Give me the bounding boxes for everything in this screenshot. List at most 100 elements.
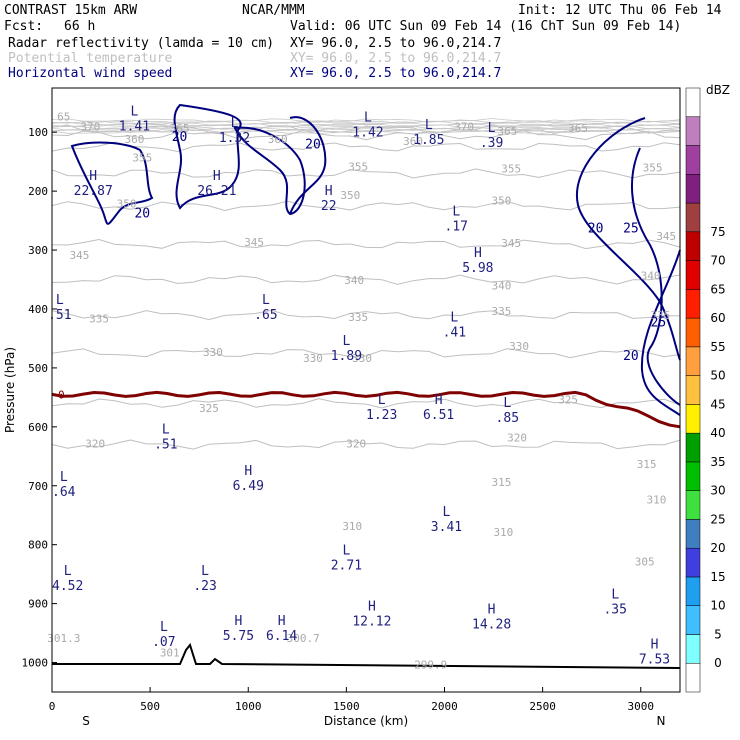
theta-label: 360 [403, 135, 423, 148]
extremum-value: 1.85 [413, 133, 444, 148]
theta-contour-350 [51, 200, 681, 212]
wind-contour [173, 103, 242, 210]
wind-contour [631, 147, 681, 406]
colorbar-level: 75 [710, 225, 725, 239]
extremum-H: H6.51 [423, 393, 454, 423]
extremum-L: L4.52 [52, 564, 83, 594]
y-tick-label: 800 [28, 539, 48, 552]
theta-label: 370 [80, 120, 100, 133]
wind-label: 20 [134, 207, 150, 222]
extremum-H: H6.14 [266, 614, 297, 644]
colorbar-swatch [685, 202, 701, 233]
colorbar-swatch [685, 432, 701, 463]
extremum-value: 22.87 [74, 184, 113, 199]
theta-contour-365 [51, 129, 681, 141]
extremum-L: L.39 [480, 121, 503, 151]
extremum-H: H7.53 [639, 638, 670, 668]
extremum-type: L [443, 505, 451, 520]
extremum-value: 3.41 [431, 520, 462, 535]
theta-label: 340 [491, 280, 511, 293]
theta-label: 350 [491, 195, 511, 208]
colorbar-swatch [685, 174, 701, 204]
colorbar-swatch [685, 605, 701, 635]
colorbar-level: 65 [710, 282, 725, 296]
theta-label: 365 [170, 122, 190, 135]
theta-label: 301 [160, 647, 180, 660]
extremum-L: L1.32 [219, 116, 250, 146]
extremum-value: .17 [445, 220, 468, 235]
extremum-value: 22 [321, 199, 337, 214]
extremum-L: L.17 [445, 205, 468, 235]
extremum-L: L1.85 [413, 118, 444, 148]
y-axis-label: Pressure (hPa) [3, 347, 17, 433]
theta-label: 355 [643, 162, 663, 175]
extremum-value: .41 [443, 326, 466, 341]
extremum-L: L.65 [254, 293, 277, 323]
wind-contour [640, 249, 681, 416]
axes: 0 500 1000 1500 2000 2500 30001002003004005006… [22, 126, 655, 713]
wind-label: 20 [623, 349, 639, 364]
freezing-level-label: 0 [58, 388, 65, 401]
fcst-value: 66 h [64, 19, 95, 34]
colorbar-swatch [685, 576, 701, 606]
extremum-type: L [56, 293, 64, 308]
theta-label: 355 [501, 162, 521, 175]
y-tick-label: 1000 [22, 657, 49, 670]
extremum-type: L [60, 470, 68, 485]
colorbar-level: 25 [710, 512, 725, 526]
extremum-H: H12.12 [352, 599, 391, 629]
extremum-type: L [503, 396, 511, 411]
theta-label: 340 [641, 270, 661, 283]
theta-contour-330 [51, 348, 681, 359]
extremum-L: L.23 [193, 564, 216, 594]
extremum-type: L [425, 118, 433, 133]
theta-label: 370 [454, 120, 474, 133]
extremum-L: L2.71 [331, 543, 362, 573]
theta-contour-325 [51, 398, 681, 409]
theta-label: 300.7 [287, 632, 320, 645]
extremum-type: L [378, 393, 386, 408]
theta-label: 360 [268, 133, 288, 146]
extremum-L: L.85 [496, 396, 519, 426]
extremum-type: L [162, 423, 170, 438]
wind-speed-contours [70, 103, 681, 416]
model-title: CONTRAST 15km ARW [4, 3, 137, 18]
theta-label: 330 [303, 352, 323, 365]
colorbar-level: 20 [710, 541, 725, 555]
extremum-type: H [435, 393, 443, 408]
x-tick-label: 0 [49, 700, 56, 713]
extremum-value: 7.53 [639, 653, 670, 668]
extremum-value: 2.71 [331, 558, 362, 573]
potential-temperature-contours [51, 118, 681, 450]
theta-label: 301.3 [47, 632, 80, 645]
theta-contour-dense [51, 127, 681, 133]
plot-frame [51, 87, 681, 693]
extremum-value: 5.98 [462, 261, 493, 276]
theta-label: 325 [199, 402, 219, 415]
colorbar-swatch [685, 547, 701, 578]
wind-label: 25 [651, 316, 667, 331]
theta-label: 330 [509, 340, 529, 353]
theta-contour-345 [51, 238, 681, 250]
extremum-H: H5.98 [462, 246, 493, 276]
theta-label: 350 [340, 189, 360, 202]
extremum-value: 6.14 [266, 629, 297, 644]
extremum-type: H [325, 184, 333, 199]
colorbar-level: 50 [710, 369, 725, 383]
theta-contour-335 [51, 309, 681, 321]
extremum-L: L.41 [443, 311, 466, 341]
extremum-L: L.35 [603, 588, 626, 618]
valid-time: Valid: 06 UTC Sun 09 Feb 14 (16 ChT Sun … [290, 19, 681, 34]
x-end-label-north: N [657, 714, 666, 728]
extremum-H: H26.21 [197, 169, 236, 199]
extremum-type: H [488, 602, 496, 617]
extremum-L: L3.41 [431, 505, 462, 535]
colorbar: 0 5 10 15 20 25 30 35 40 45 50 55 60 65 70 75 [685, 87, 726, 693]
y-tick-label: 900 [28, 598, 48, 611]
extremum-value: 1.89 [331, 349, 362, 364]
extremum-L: L.07 [152, 620, 175, 650]
extremum-H: H5.75 [223, 614, 254, 644]
theta-label: 345 [244, 236, 264, 249]
extremum-H: H14.28 [472, 602, 511, 632]
